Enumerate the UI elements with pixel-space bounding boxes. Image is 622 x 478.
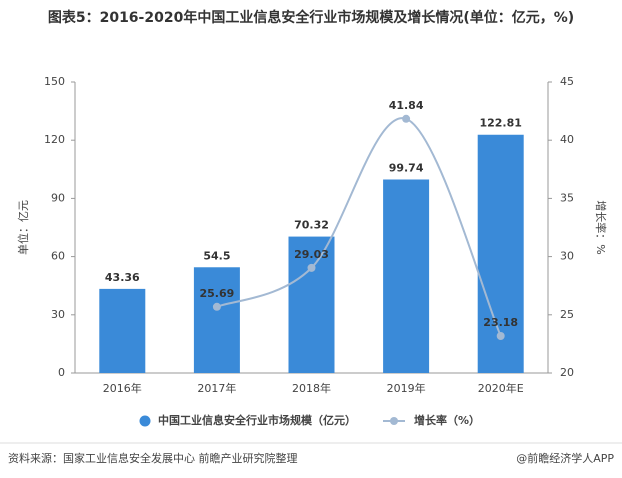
line — [216, 117, 502, 337]
y2-tick-label: 30 — [560, 250, 574, 263]
y-tick-label: 90 — [51, 191, 65, 204]
credit: @前瞻经济学人APP — [516, 451, 614, 465]
y-axis-label: 单位：亿元 — [16, 200, 30, 255]
data-label: 43.36 — [105, 271, 140, 284]
data-label: 25.69 — [200, 287, 235, 300]
data-label: 54.5 — [203, 249, 230, 262]
y-tick-label: 0 — [58, 366, 65, 379]
data-label: 41.84 — [389, 99, 424, 112]
x-tick-label: 2019年 — [387, 381, 426, 395]
y2-tick-label: 20 — [560, 366, 574, 379]
y-tick-label: 60 — [51, 250, 65, 263]
data-label: 70.32 — [294, 219, 329, 232]
bar — [193, 267, 240, 373]
legend-label: 中国工业信息安全行业市场规模（亿元） — [158, 413, 356, 427]
y-tick-label: 150 — [44, 75, 65, 88]
x-tick-label: 2020年E — [478, 381, 524, 395]
line-point — [212, 302, 221, 311]
chart-title: 图表5：2016-2020年中国工业信息安全行业市场规模及增长情况(单位：亿元，… — [47, 10, 575, 26]
data-label: 99.74 — [389, 162, 424, 175]
legend-marker — [390, 417, 398, 425]
y2-tick-label: 35 — [560, 191, 574, 204]
y2-tick-label: 25 — [560, 308, 574, 321]
legend-label: 增长率（%） — [414, 413, 480, 427]
line-point — [402, 114, 411, 123]
data-label: 23.18 — [483, 316, 518, 329]
y2-axis-label: 增长率：% — [594, 200, 608, 254]
data-label: 29.03 — [294, 248, 329, 261]
bar — [288, 236, 335, 373]
y2-tick-label: 40 — [560, 133, 574, 146]
x-tick-label: 2018年 — [292, 381, 331, 395]
line-point — [307, 263, 316, 272]
x-tick-label: 2017年 — [197, 381, 236, 395]
y2-tick-label: 45 — [560, 75, 574, 88]
line-point — [496, 331, 505, 340]
bar — [383, 179, 430, 373]
x-tick-label: 2016年 — [103, 381, 142, 395]
y-tick-label: 30 — [51, 308, 65, 321]
source: 资料来源：国家工业信息安全发展中心 前瞻产业研究院整理 — [8, 451, 298, 465]
y-tick-label: 120 — [44, 133, 65, 146]
data-label: 122.81 — [479, 117, 521, 130]
bar — [99, 288, 146, 373]
legend-marker — [139, 415, 151, 427]
